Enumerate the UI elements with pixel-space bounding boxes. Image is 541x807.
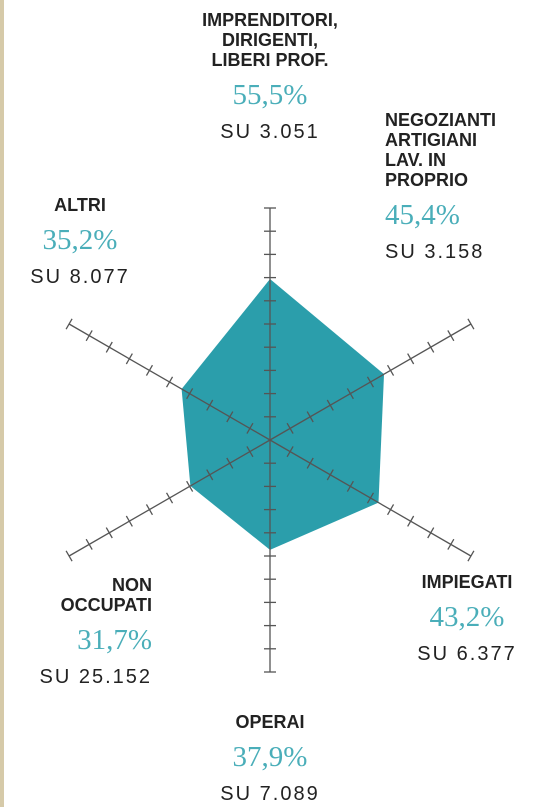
base-label: SU 7.089 (220, 783, 320, 805)
tick-mark (427, 527, 435, 539)
tick-mark (145, 504, 154, 516)
category-label: IMPRENDITORI, DIRIGENTI, LIBERI PROF. (202, 10, 338, 70)
tick-mark (206, 399, 214, 411)
label-group: OPERAI 37,9% SU 7.089 (170, 712, 370, 806)
value-label: 31,7% (77, 624, 152, 656)
tick-mark (145, 364, 154, 376)
tick-mark (125, 353, 133, 365)
tick-mark (226, 411, 234, 423)
tick-mark (326, 469, 334, 481)
label-group: IMPIEGATI 43,2% SU 6.377 (367, 572, 541, 666)
tick-mark (467, 318, 475, 330)
base-label: SU 3.051 (220, 121, 320, 143)
tick-mark (125, 515, 133, 527)
base-label: SU 6.377 (417, 643, 517, 665)
base-label: SU 8.077 (30, 266, 130, 288)
tick-mark (226, 457, 234, 469)
tick-mark (186, 480, 194, 492)
tick-mark (306, 457, 314, 469)
tick-mark (346, 480, 354, 492)
tick-mark (306, 411, 314, 423)
base-label: SU 3.158 (385, 241, 485, 263)
tick-mark (366, 376, 375, 388)
label-group: IMPRENDITORI, DIRIGENTI, LIBERI PROF. 55,… (170, 10, 370, 144)
tick-mark (427, 341, 435, 353)
tick-mark (467, 550, 475, 562)
tick-mark (447, 330, 455, 342)
tick-mark (326, 399, 334, 411)
category-label: OPERAI (235, 712, 305, 732)
value-label: 35,2% (42, 224, 118, 256)
tick-mark (105, 341, 113, 353)
category-label: NON OCCUPATI (60, 575, 152, 615)
tick-mark (186, 388, 194, 400)
label-group: NON OCCUPATI 31,7% SU 25.152 (0, 575, 152, 689)
tick-mark (407, 353, 415, 365)
tick-mark (246, 446, 254, 458)
tick-mark (286, 446, 294, 458)
tick-mark (366, 492, 375, 504)
tick-mark (246, 422, 254, 434)
radar-area (181, 279, 385, 550)
value-label: 37,9% (232, 741, 308, 773)
tick-mark (85, 330, 93, 342)
category-label: IMPIEGATI (421, 572, 513, 592)
tick-mark (286, 422, 294, 434)
side-strip (0, 0, 4, 807)
base-label: SU 25.152 (39, 666, 152, 688)
tick-mark (165, 492, 174, 504)
tick-mark (386, 364, 395, 376)
value-label: 55,5% (232, 79, 308, 111)
label-group: ALTRI 35,2% SU 8.077 (0, 195, 180, 289)
value-label: 45,4% (385, 199, 460, 231)
tick-mark (105, 527, 113, 539)
category-label: ALTRI (54, 195, 106, 215)
tick-mark (346, 388, 354, 400)
tick-mark (407, 515, 415, 527)
tick-mark (447, 538, 455, 550)
tick-mark (386, 504, 395, 516)
value-label: 43,2% (429, 601, 505, 633)
tick-mark (85, 538, 93, 550)
tick-mark (165, 376, 174, 388)
tick-mark (206, 469, 214, 481)
tick-mark (65, 318, 73, 330)
label-group: NEGOZIANTI ARTIGIANI LAV. IN PROPRIO 45,4… (385, 110, 535, 264)
category-label: NEGOZIANTI ARTIGIANI LAV. IN PROPRIO (385, 110, 496, 190)
tick-mark (65, 550, 73, 562)
